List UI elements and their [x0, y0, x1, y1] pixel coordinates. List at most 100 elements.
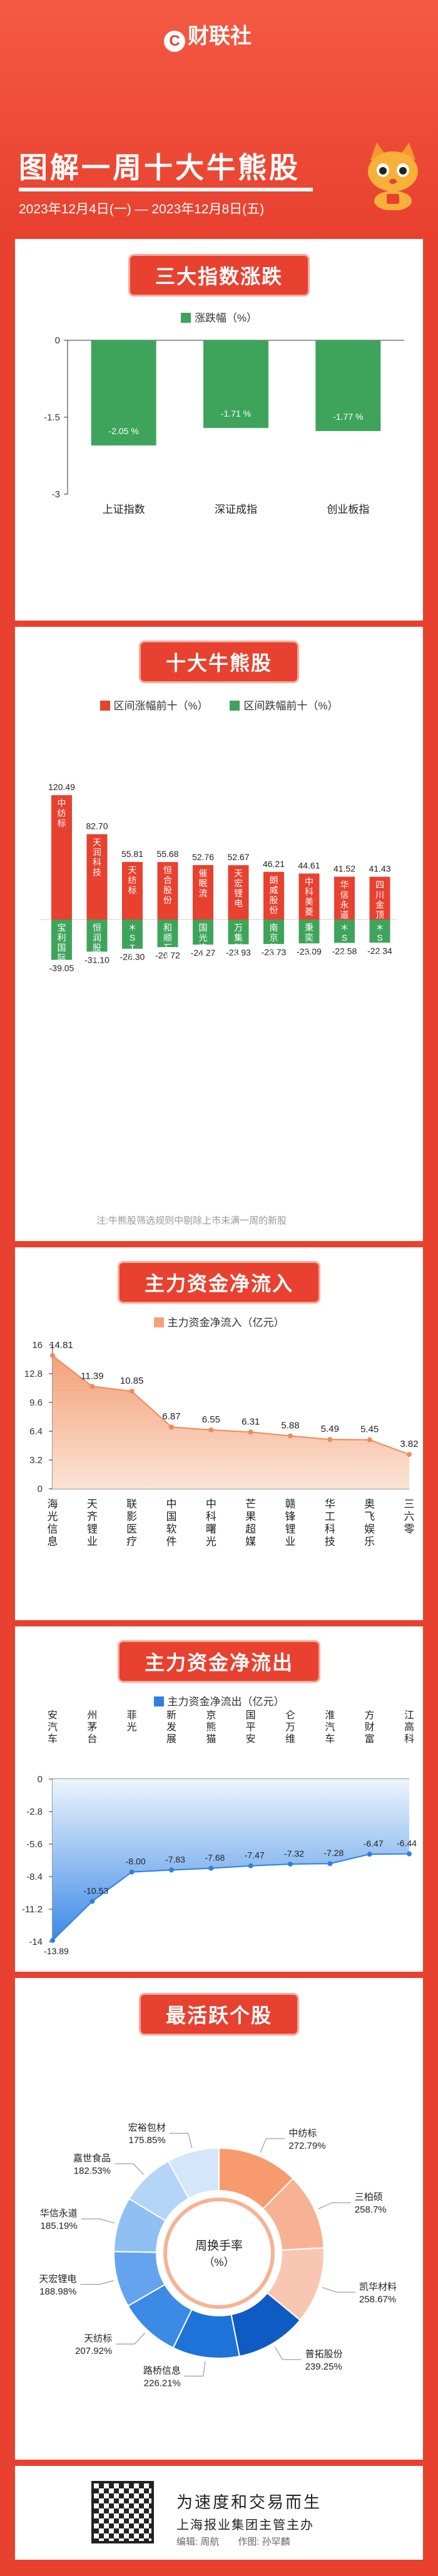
svg-text:软: 软 — [166, 1523, 177, 1535]
data-value-label: -7.47 — [245, 1850, 265, 1860]
svg-text:件: 件 — [166, 1536, 177, 1548]
y-tick-label: -1.5 — [44, 412, 60, 423]
bullbear-section-title: 十大牛熊股 — [140, 642, 297, 681]
svg-text:茅: 茅 — [87, 1722, 97, 1733]
svg-text:份: 份 — [270, 905, 278, 915]
category-label: 东方财富 — [365, 1710, 375, 1745]
data-value-label: -10.53 — [83, 1886, 108, 1896]
svg-text:合: 合 — [163, 875, 172, 885]
svg-text:柏: 柏 — [375, 953, 384, 963]
svg-text:S: S — [377, 933, 382, 943]
data-value-label: -7.28 — [323, 1848, 344, 1858]
slice-name-label: 三柏硕 — [355, 2192, 383, 2203]
svg-text:份: 份 — [93, 953, 101, 963]
loser-value-label: -23.73 — [262, 947, 287, 957]
svg-text:车: 车 — [48, 1733, 58, 1745]
svg-text:T: T — [377, 943, 383, 953]
active-section-header: 最活跃个股 — [15, 1993, 423, 2036]
slice-name-label: 天纺标 — [84, 2333, 112, 2344]
svg-text:汽: 汽 — [48, 1722, 58, 1733]
active-card: 最活跃个股 中纺标 272.79% 三柏硕 258.7% 凯华材料 258.67% 普拓股份… — [15, 1978, 423, 2460]
y-tick-label: 0 — [38, 1774, 43, 1785]
data-value-label: 10.85 — [120, 1376, 144, 1386]
svg-text:顺: 顺 — [163, 933, 172, 943]
svg-text:发: 发 — [166, 1722, 176, 1733]
svg-text:＊: ＊ — [128, 923, 137, 933]
gainer-value-label: 46.21 — [263, 859, 285, 869]
svg-text:金: 金 — [375, 900, 384, 910]
leader-line — [169, 2132, 193, 2148]
data-point — [169, 1424, 174, 1430]
svg-text:中: 中 — [206, 1498, 216, 1510]
gainer-bar — [86, 834, 108, 920]
slice-name-label: 嘉世食品 — [73, 2153, 111, 2164]
svg-text:光: 光 — [199, 933, 208, 943]
data-point — [129, 1389, 135, 1394]
gainer-bar — [193, 865, 213, 920]
center-unit-label: （%） — [203, 2256, 234, 2268]
data-value-label: 6.31 — [242, 1416, 260, 1427]
svg-text:业: 业 — [87, 1536, 98, 1548]
slice-name-label: 中纺标 — [288, 2128, 317, 2139]
svg-text:标: 标 — [128, 885, 137, 895]
gainer-value-label: 41.52 — [334, 863, 355, 873]
svg-text:汽: 汽 — [325, 1722, 335, 1733]
category-label: 长安汽车 — [48, 1710, 58, 1745]
svg-text:恒: 恒 — [163, 865, 172, 875]
gainer-name-label: 中纺标 — [58, 798, 66, 828]
svg-text:左: 左 — [128, 953, 137, 963]
outflow-card: 主力资金净流出 主力资金净流出（亿元） 0 -2.8 -5.6 -8.4 -11.2 -1… — [15, 1626, 423, 1972]
outflow-chart: 0 -2.8 -5.6 -8.4 -11.2 -14-13.89 长安汽车 -10.53 贵州茅… — [22, 1710, 417, 1956]
svg-text:永: 永 — [340, 900, 349, 910]
gainer-value-label: 55.68 — [156, 849, 178, 859]
inflow-card: 主力资金净流入 主力资金净流入（亿元） 0 3.2 6.4 9.6 12.8 16 14.8… — [15, 1247, 423, 1620]
index-legend: 涨跌幅（%） — [15, 309, 423, 325]
leader-line — [322, 2287, 355, 2293]
svg-text:科: 科 — [206, 1511, 216, 1523]
area-fill — [53, 1356, 409, 1489]
data-point — [327, 1861, 333, 1867]
svg-text:熊: 熊 — [270, 943, 278, 953]
category-label: 贵州茅台 — [87, 1710, 97, 1745]
gainer-name-label: 天宏锂电 — [234, 868, 243, 908]
svg-text:乐: 乐 — [364, 1536, 375, 1548]
data-value-label: 3.82 — [400, 1439, 418, 1449]
inflow-legend: 主力资金净流入（亿元） — [15, 1314, 423, 1329]
svg-text:股: 股 — [270, 895, 278, 905]
slice-value-label: 182.53% — [74, 2166, 111, 2176]
gainer-bar — [263, 871, 284, 920]
svg-text:光: 光 — [48, 1511, 58, 1523]
data-value-label: 6.55 — [202, 1414, 220, 1425]
svg-text:万: 万 — [285, 1722, 295, 1733]
svg-text:朗: 朗 — [270, 875, 278, 885]
inflow-chart: 03.26.49.612.816 14.81海光信息11.39天齐锂业10.85联… — [24, 1340, 419, 1548]
data-point — [248, 1429, 253, 1435]
y-tick-label: 9.6 — [29, 1397, 43, 1408]
svg-text:四: 四 — [375, 880, 384, 890]
index-section-title: 三大指数涨跌 — [130, 256, 308, 295]
svg-text:集: 集 — [234, 933, 243, 943]
bar — [91, 340, 156, 446]
svg-text:富: 富 — [365, 1733, 375, 1745]
svg-text:石: 石 — [163, 943, 172, 953]
svg-text:股: 股 — [93, 943, 101, 953]
svg-text:国: 国 — [246, 1710, 256, 1721]
slice-value-label: 226.21% — [144, 2378, 181, 2388]
loser-bar — [86, 920, 108, 952]
svg-text:台: 台 — [87, 1733, 97, 1745]
svg-text:国: 国 — [166, 1511, 177, 1523]
svg-text:维: 维 — [285, 1733, 295, 1745]
loser-bar — [51, 920, 72, 960]
organization: 上海报业集团主管主办 — [176, 2518, 314, 2532]
gainer-bar — [334, 876, 355, 920]
svg-text:车: 车 — [325, 1733, 335, 1745]
gainer-bar — [157, 862, 178, 920]
svg-text:华: 华 — [325, 1498, 335, 1510]
